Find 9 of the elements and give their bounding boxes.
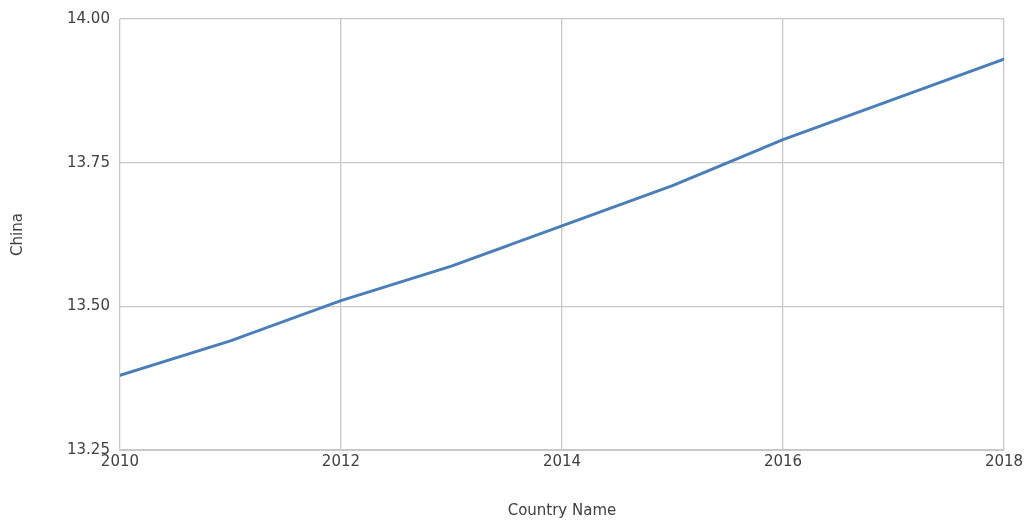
- x-axis-title: Country Name: [507, 500, 617, 519]
- y-tick-label: 13.75: [66, 152, 110, 171]
- x-tick-label: 2018: [984, 451, 1024, 470]
- y-axis-title: China: [7, 213, 26, 256]
- y-tick-label: 14.00: [66, 8, 110, 27]
- x-tick-label: 2012: [321, 451, 361, 470]
- x-tick-label: 2016: [763, 451, 803, 470]
- x-tick-label: 2014: [542, 451, 582, 470]
- y-tick-label: 13.50: [66, 296, 110, 315]
